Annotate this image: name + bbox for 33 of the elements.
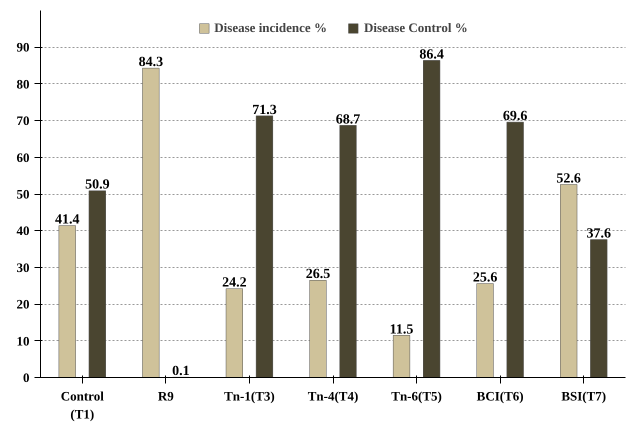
y-tick-label: 30	[16, 260, 30, 275]
y-tick-label: 10	[16, 333, 30, 348]
y-tick-label: 50	[16, 186, 30, 202]
x-tick-label: BCI(T6)	[476, 388, 524, 404]
x-tick-label: BSI(T7)	[561, 388, 606, 404]
data-label: 26.5	[306, 267, 330, 282]
data-label: 69.6	[502, 109, 528, 124]
legend-label: Disease Control %	[364, 20, 468, 36]
legend-label: Disease incidence %	[214, 20, 327, 36]
data-label: 86.4	[419, 47, 444, 62]
data-label: 24.2	[222, 276, 247, 291]
y-tick-label: 60	[16, 150, 30, 165]
y-tick-label: 40	[16, 223, 30, 238]
data-label: 41.4	[54, 212, 80, 228]
x-tick-label: R9	[158, 388, 174, 404]
y-tick-label: 0	[23, 370, 30, 385]
data-label: 52.6	[556, 171, 581, 186]
data-label: 84.3	[138, 55, 164, 70]
data-label: 25.6	[472, 270, 498, 286]
x-tick-label: Tn-6(T5)	[391, 388, 442, 404]
data-label: 11.5	[390, 322, 414, 338]
y-tick-label: 20	[16, 296, 30, 312]
data-label: 0.1	[172, 364, 190, 380]
x-tick-label: Tn-1(T3)	[224, 388, 275, 404]
y-tick-label: 80	[16, 76, 30, 92]
data-label: 50.9	[85, 178, 110, 193]
y-tick-label: 90	[16, 40, 30, 55]
data-label: 37.6	[586, 226, 612, 242]
y-tick-label: 70	[16, 113, 30, 128]
data-label: 71.3	[252, 102, 277, 118]
x-tick-label: Tn-4(T4)	[308, 388, 358, 404]
data-label: 68.7	[336, 112, 360, 128]
x-tick-label: Control (T1)	[60, 388, 104, 422]
